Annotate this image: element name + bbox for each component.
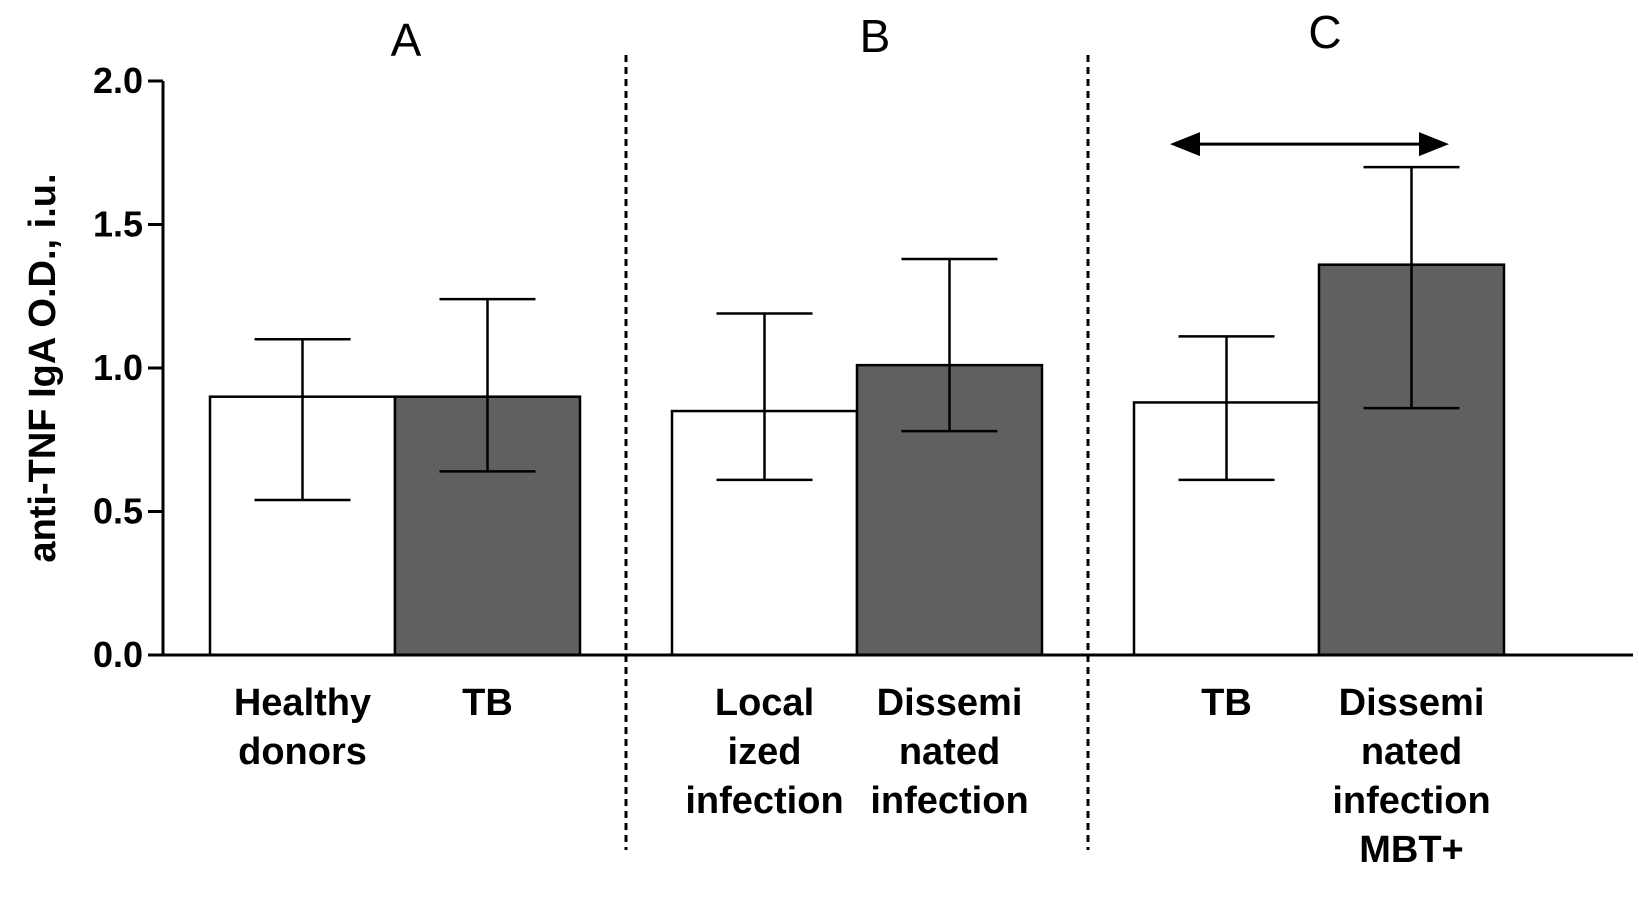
- panel-c: C TB Dissemi nated infection MBT+: [1132, 6, 1506, 871]
- y-tick-label: 1.5: [93, 204, 143, 245]
- arrow-right-icon: [1419, 132, 1449, 157]
- category-label: TB: [1201, 682, 1252, 724]
- panel-a: A Healthy donors TB: [208, 14, 582, 773]
- category-label-line: TB: [462, 682, 513, 724]
- panel-label: A: [391, 14, 422, 66]
- panel-b: B Local ized infection Dissemi nated infection: [670, 10, 1044, 822]
- panel-label: B: [860, 10, 891, 62]
- category-label-line: infection: [1332, 780, 1490, 822]
- category-label-line: infection: [685, 780, 843, 822]
- y-tick-label: 1.0: [93, 347, 143, 388]
- panel-separators: [624, 55, 1090, 850]
- y-tick-label: 0.5: [93, 491, 143, 532]
- y-axis: 0.0 0.5 1.0 1.5 2.0: [93, 60, 165, 675]
- category-label-line: Dissemi: [1339, 682, 1485, 724]
- y-tick-label: 2.0: [93, 60, 143, 101]
- category-label-line: Local: [715, 682, 814, 724]
- category-label-line: ized: [728, 731, 802, 773]
- arrow-left-icon: [1170, 132, 1200, 157]
- category-label-line: nated: [899, 731, 1000, 773]
- category-label-line: infection: [870, 780, 1028, 822]
- category-label-line: TB: [1201, 682, 1252, 724]
- category-label-line: MBT+: [1359, 829, 1464, 871]
- category-label-line: nated: [1361, 731, 1462, 773]
- category-label-line: Healthy: [234, 682, 371, 724]
- category-label: TB: [462, 682, 513, 724]
- category-label: Dissemi nated infection MBT+: [1332, 682, 1490, 871]
- y-tick-label: 0.0: [93, 634, 143, 675]
- category-label: Healthy donors: [234, 682, 371, 773]
- category-label-line: donors: [238, 731, 367, 773]
- category-label: Local ized infection: [685, 682, 843, 822]
- category-label: Dissemi nated infection: [870, 682, 1028, 822]
- panel-label: C: [1308, 6, 1341, 58]
- category-label-line: Dissemi: [877, 682, 1023, 724]
- y-axis-title: anti-TNF IgA O.D., i.u.: [22, 173, 64, 562]
